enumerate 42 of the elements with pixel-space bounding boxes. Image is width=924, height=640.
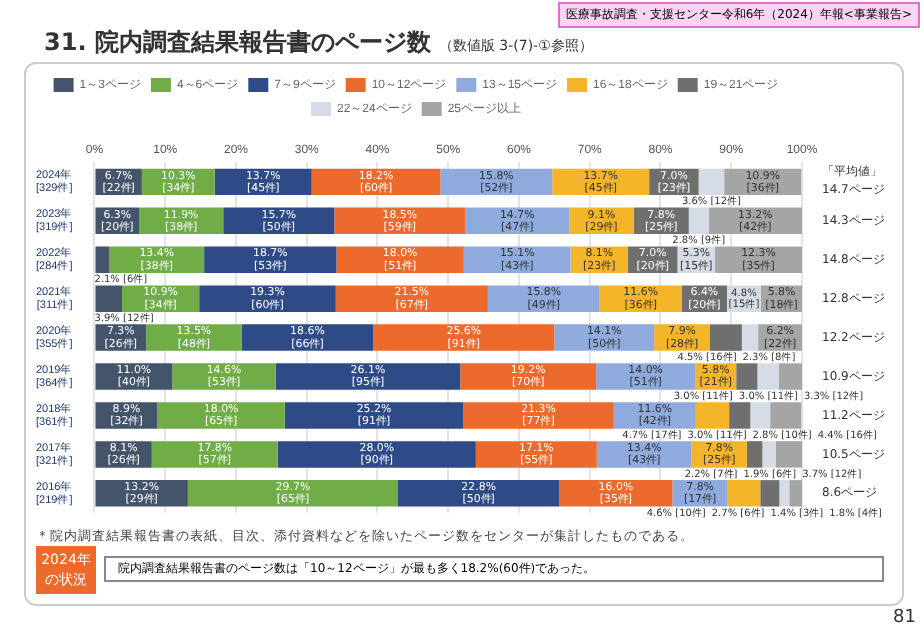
bar bbox=[698, 168, 725, 196]
bar bbox=[277, 441, 476, 468]
bar bbox=[335, 285, 488, 312]
bar bbox=[695, 402, 730, 429]
bar bbox=[241, 324, 374, 351]
bar bbox=[187, 480, 398, 507]
bar bbox=[463, 246, 571, 273]
bar bbox=[463, 402, 614, 429]
bar bbox=[398, 480, 560, 507]
bar bbox=[757, 363, 779, 390]
bar bbox=[95, 246, 110, 273]
chart-title: 31. 院内調査結果報告書のページ数 bbox=[44, 28, 431, 56]
bar bbox=[762, 441, 776, 468]
bar bbox=[460, 363, 597, 390]
bar bbox=[487, 285, 600, 312]
text: 81 bbox=[893, 608, 916, 628]
bar bbox=[710, 324, 742, 351]
bar bbox=[760, 480, 780, 507]
bar bbox=[770, 402, 802, 429]
bar bbox=[157, 402, 285, 429]
bar bbox=[775, 441, 802, 468]
bar bbox=[778, 363, 802, 390]
bar bbox=[750, 402, 771, 429]
bar bbox=[789, 480, 802, 507]
bar bbox=[736, 363, 758, 390]
bar bbox=[727, 480, 761, 507]
bar bbox=[284, 402, 464, 429]
bar bbox=[373, 324, 555, 351]
bar bbox=[275, 363, 461, 390]
bar bbox=[746, 441, 763, 468]
bar bbox=[172, 363, 276, 390]
bar bbox=[688, 207, 709, 235]
bar bbox=[95, 285, 123, 312]
bar bbox=[199, 285, 336, 312]
bar bbox=[559, 480, 673, 507]
bar bbox=[729, 402, 751, 429]
bar bbox=[779, 480, 790, 507]
bar bbox=[151, 441, 278, 468]
bar bbox=[204, 246, 337, 273]
bar bbox=[475, 441, 597, 468]
bar bbox=[336, 246, 464, 273]
bar bbox=[741, 324, 759, 351]
